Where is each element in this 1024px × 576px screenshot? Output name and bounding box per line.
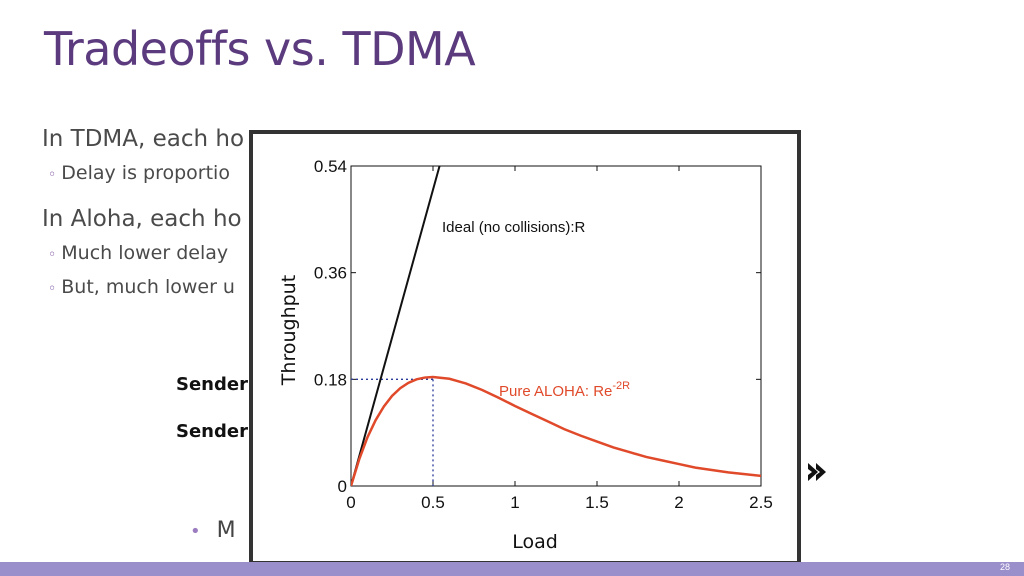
series-line-aloha — [351, 375, 761, 486]
y-axis-label: Throughput — [278, 275, 300, 386]
series-line-ideal — [351, 166, 441, 486]
page-number: 28 — [999, 562, 1010, 572]
footer-bar: 28 — [0, 562, 1024, 576]
double-arrow-right-icon — [808, 463, 826, 481]
aloha-label-base: Pure ALOHA: Re — [499, 383, 612, 400]
x-tick-label: 1.5 — [585, 493, 609, 512]
aloha-label-superscript: -2R — [612, 380, 630, 392]
bullet-tdma: In TDMA, each ho — [42, 126, 245, 152]
circle-bullet-icon: ◦ — [48, 247, 57, 263]
x-tick-label: 2.5 — [749, 493, 773, 512]
bottom-bullet: • M — [190, 518, 236, 543]
sub-bullet-delay: ◦ Delay is proportio — [48, 162, 230, 184]
x-tick-label: 1 — [510, 493, 519, 512]
bottom-bullet-text: M — [216, 518, 236, 543]
sub-bullet-text: But, much lower u — [61, 276, 235, 298]
circle-bullet-icon: ◦ — [48, 167, 57, 183]
slide-title: Tradeoffs vs. TDMA — [44, 22, 476, 76]
bullet-aloha: In Aloha, each ho — [42, 206, 242, 232]
x-tick-label: 0.5 — [421, 493, 445, 512]
y-tick-label: 0.54 — [314, 157, 347, 176]
sub-bullet-text: Delay is proportio — [61, 162, 230, 184]
sub-bullet-lower-utilization: ◦ But, much lower u — [48, 276, 235, 298]
x-tick-label: 0 — [346, 493, 355, 512]
sub-bullet-lower-delay: ◦ Much lower delay — [48, 242, 228, 264]
sender-label-1: Sender — [176, 374, 248, 395]
plot-area-frame — [350, 165, 762, 487]
y-tick-label: 0 — [338, 477, 347, 496]
series-label-ideal: Ideal (no collisions):R — [442, 219, 586, 236]
y-tick-label: 0.18 — [314, 370, 347, 389]
x-axis-label: Load — [512, 531, 558, 553]
sub-bullet-text: Much lower delay — [61, 242, 229, 264]
dot-bullet-icon: • — [190, 521, 201, 542]
throughput-chart-overlay: 0 0.5 1 1.5 2 2.5 0 0.18 0.36 0.54 Ideal (no coll… — [249, 130, 801, 565]
sender-label-2: Sender — [176, 421, 248, 442]
y-tick-label: 0.36 — [314, 264, 347, 283]
x-tick-label: 2 — [674, 493, 683, 512]
throughput-chart: 0 0.5 1 1.5 2 2.5 0 0.18 0.36 0.54 Ideal (no coll… — [278, 157, 773, 553]
series-label-aloha: Pure ALOHA: Re-2R — [499, 380, 630, 400]
circle-bullet-icon: ◦ — [48, 281, 57, 297]
